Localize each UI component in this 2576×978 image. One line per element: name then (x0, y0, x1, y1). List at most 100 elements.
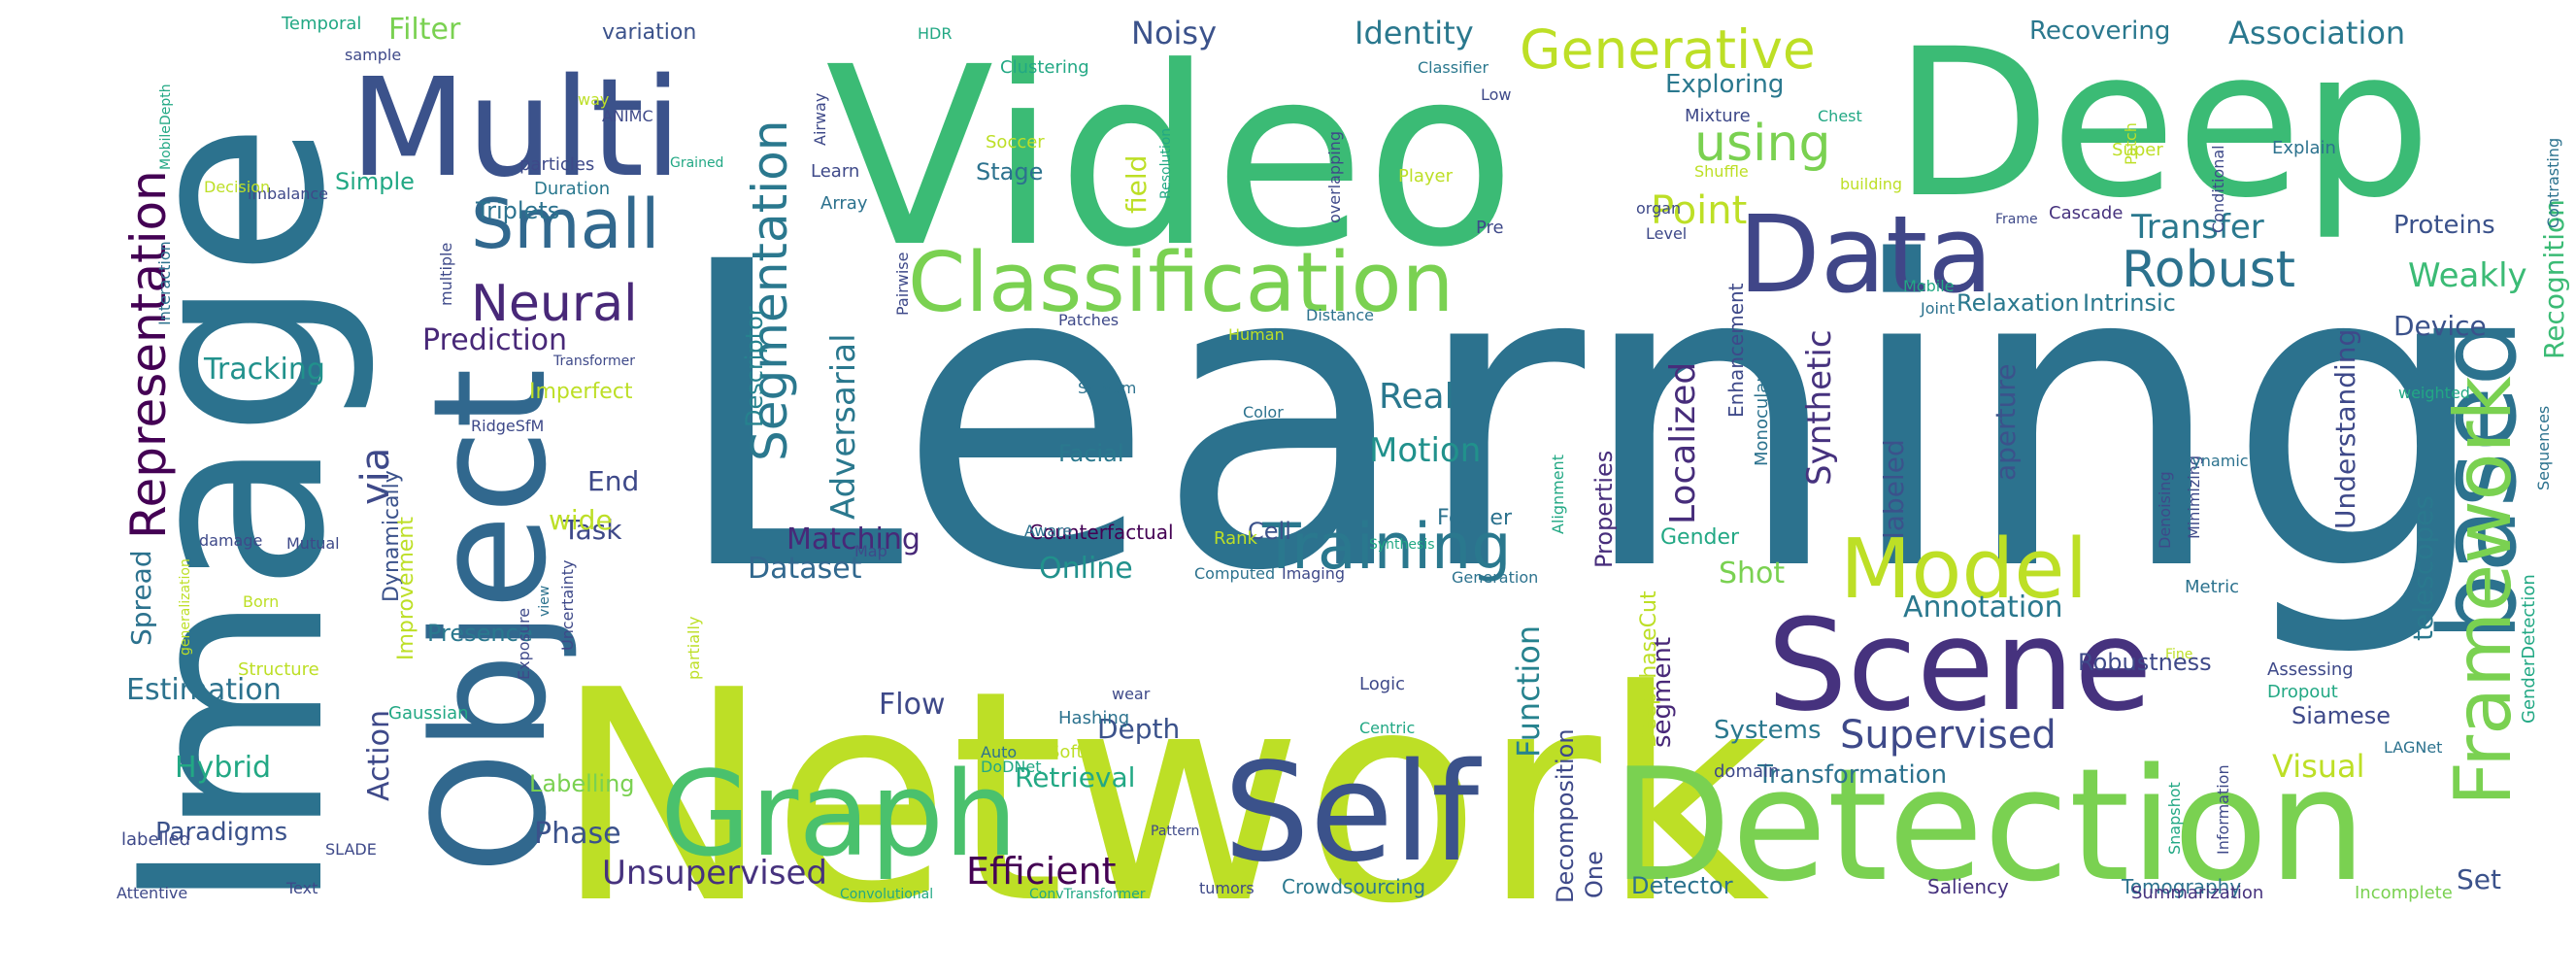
word-rank: Rank (1214, 528, 1258, 549)
word-estimation: Estimation (126, 673, 282, 707)
word-systems: Systems (1714, 716, 1822, 745)
word-airway: Airway (811, 93, 829, 146)
word-distance: Distance (1306, 306, 1374, 324)
word-sample: sample (345, 46, 401, 64)
word-structure: Structure (238, 659, 319, 680)
word-fourier: Fourier (1437, 506, 1513, 530)
word-set: Set (2457, 863, 2501, 895)
word-salsum: SalSum (1078, 379, 1136, 397)
word-dataset: Dataset (748, 552, 862, 586)
word-attentive: Attentive (117, 884, 187, 902)
word-tracking: Tracking (203, 353, 325, 387)
word-map: Map (854, 542, 887, 560)
word-ridgesfm: RidgeSfM (471, 417, 544, 435)
word-flow: Flow (879, 688, 945, 722)
word-function: Function (1510, 625, 1547, 758)
word-segment: segment (1648, 637, 1677, 748)
word-multi: Multi (350, 50, 682, 208)
word-efficient: Efficient (966, 850, 1117, 893)
word-segmentation: Segmentation (742, 120, 798, 461)
word-synthetic: Synthetic (1800, 329, 1839, 486)
word-minimizing: Minimizing (2185, 455, 2203, 539)
word-improvement: Improvement (394, 517, 418, 660)
word-mixture: Mixture (1685, 106, 1751, 126)
word-aperture: aperture (1990, 363, 2022, 481)
word-intrinsic: Intrinsic (2083, 289, 2176, 317)
word-labelled: labelled (121, 829, 190, 850)
word-duration: Duration (534, 179, 610, 199)
word-data: Data (1738, 192, 1993, 317)
word-image: Image (87, 122, 381, 913)
word-understanding: Understanding (2329, 329, 2361, 529)
word-unsupervised: Unsupervised (602, 854, 827, 893)
word-information: Information (2214, 764, 2232, 855)
word-summarization: Summarization (2131, 883, 2263, 903)
word-temporal: Temporal (281, 14, 361, 34)
word-labeled: labeled (1878, 439, 1910, 539)
word-frame: Frame (1995, 212, 2038, 227)
word-scene: Scene (1767, 591, 2152, 739)
word-cell: Cell (1248, 518, 1291, 545)
word-grained: Grained (670, 155, 723, 171)
word-decomposition: Decomposition (1552, 728, 1579, 903)
word-shuffle: Shuffle (1694, 162, 1749, 181)
word-resolution: Resolution (1158, 128, 1174, 199)
word-deepphasecut: DeepPhaseCut (1637, 590, 1661, 748)
word-video: Video (825, 14, 1516, 301)
word-transfer: Transfer (2130, 208, 2264, 247)
word-patches: Patches (1058, 311, 1119, 329)
word-supervised: Supervised (1840, 713, 2057, 758)
word-prediction: Prediction (422, 323, 567, 357)
word-soccer: Soccer (986, 132, 1045, 152)
word-array: Array (820, 193, 868, 214)
word-human: Human (1228, 325, 1285, 344)
word-relaxation: Relaxation (1957, 289, 2080, 317)
word-representation: Representation (120, 170, 177, 539)
word-object: Object (399, 368, 581, 874)
word-fine: Fine (2165, 647, 2192, 662)
word-logic: Logic (1359, 674, 1405, 694)
word-neural: Neural (471, 275, 638, 333)
word-born: Born (243, 592, 279, 611)
word-generalization: generalization (178, 558, 193, 656)
word-level: Level (1646, 224, 1687, 243)
word-saliency: Saliency (1927, 875, 2009, 898)
word-convtransformer: ConvTransformer (1029, 887, 1146, 902)
word-matching: Matching (786, 523, 920, 556)
word-robust: Robust (2122, 241, 2295, 299)
word-patch: Patch (2122, 122, 2140, 165)
word-device: Device (2393, 310, 2487, 342)
word-proteins: Proteins (2393, 211, 2495, 240)
word-way: way (578, 90, 609, 109)
word-deep: Deep (1893, 5, 2431, 243)
word-hybrid: Hybrid (175, 751, 271, 785)
word-shot: Shot (1719, 556, 1785, 590)
word-decision: Decision (204, 178, 270, 196)
word-weighted: weighted (2398, 384, 2470, 402)
word-contrasting: Contrasting (2544, 138, 2562, 228)
word-mobile: Mobile (1903, 277, 1954, 295)
word-small: Small (471, 185, 659, 264)
word-mutual: Mutual (286, 534, 340, 553)
word-self: Self (1223, 734, 1482, 893)
word-lagnet: LAGNet (2384, 738, 2442, 757)
word-online: Online (1039, 552, 1133, 586)
word-sequences: Sequences (2534, 406, 2553, 490)
word-noisy: Noisy (1131, 15, 1217, 51)
word-soft: Soft (1049, 742, 1084, 762)
word-pre: Pre (1476, 218, 1504, 238)
word-hashing: Hashing (1058, 708, 1129, 728)
word-siamese: Siamese (2292, 702, 2391, 729)
word-exposure: Exposure (515, 608, 533, 680)
word-aware: Aware (1024, 522, 1072, 540)
word-conditional: Conditional (2209, 145, 2227, 233)
word-imperfect: Imperfect (529, 380, 633, 404)
word-dropout: Dropout (2267, 682, 2338, 702)
word-transformation: Transformation (1756, 760, 1947, 790)
word-dodnet: DoDNet (981, 758, 1042, 776)
word-incomplete: Incomplete (2355, 883, 2453, 903)
word-imbalance: imbalance (248, 185, 328, 203)
word-based: based (2416, 319, 2540, 641)
word-recognition: Recognition (2538, 199, 2570, 359)
word-point: Point (1651, 188, 1747, 233)
